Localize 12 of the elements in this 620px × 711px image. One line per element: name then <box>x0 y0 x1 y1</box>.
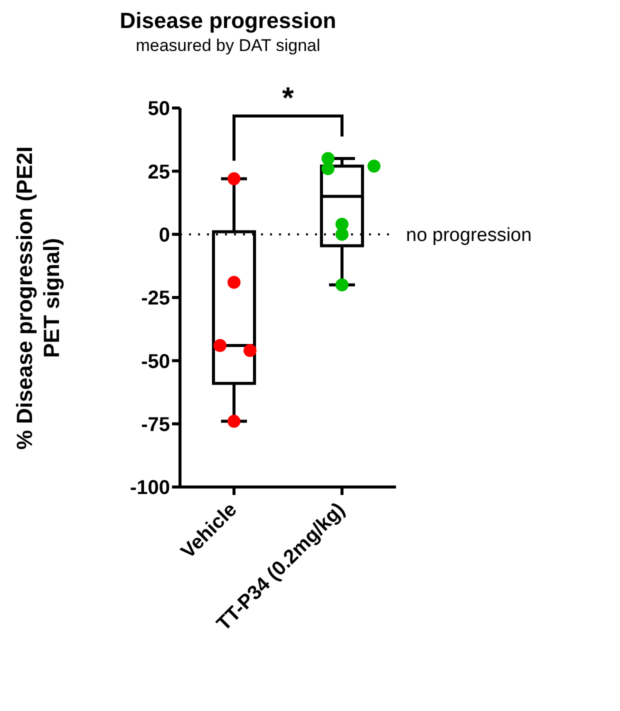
chart-title: Disease progression <box>118 8 338 34</box>
ref-line-label: no progression <box>406 225 532 246</box>
y-tick-label: -50 <box>141 350 170 373</box>
y-tick-label: -25 <box>141 288 170 310</box>
chart-subtitle: measured by DAT signal <box>134 36 322 56</box>
y-axis-title: % Disease progression (PE2I PET signal) <box>11 144 65 452</box>
y-tick-label: 50 <box>148 98 170 120</box>
y-tick-label: -75 <box>141 414 170 436</box>
y-tick-label: 0 <box>158 224 170 246</box>
annotation: * <box>282 82 294 115</box>
y-tick-label: -100 <box>130 477 170 500</box>
y-tick-label: 25 <box>148 161 170 184</box>
